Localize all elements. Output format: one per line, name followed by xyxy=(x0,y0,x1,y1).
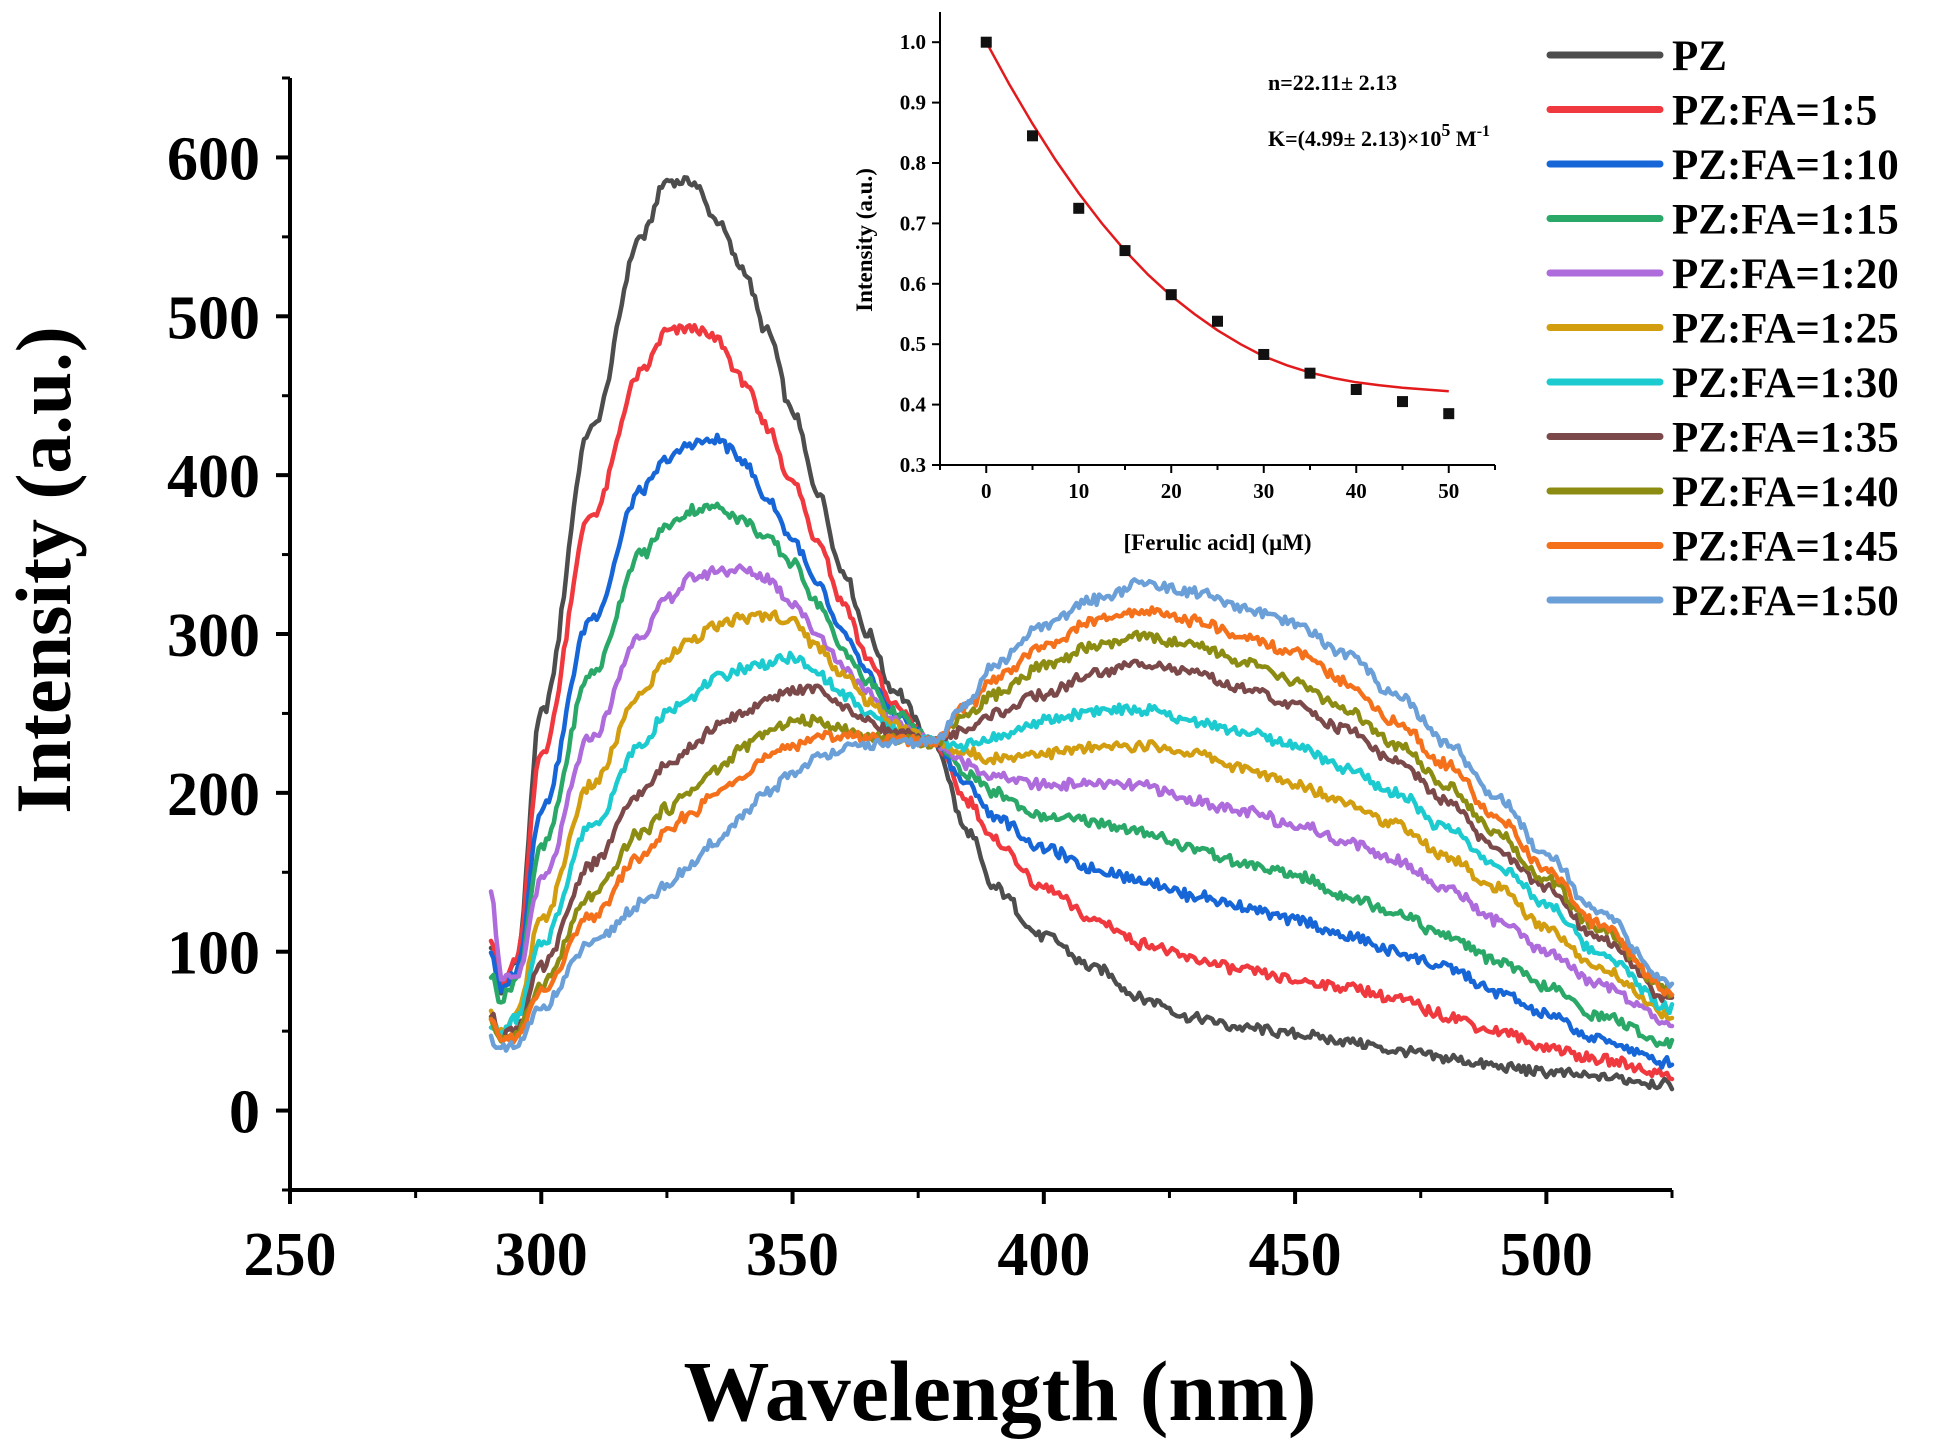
series-line-8 xyxy=(488,629,1675,1044)
legend-label: PZ:FA=1:10 xyxy=(1672,142,1899,189)
legend-item: PZ:FA=1:50 xyxy=(1546,578,1899,625)
inset-y-tick-label: 0.8 xyxy=(900,151,926,175)
legend-item: PZ:FA=1:45 xyxy=(1546,524,1899,571)
legend-item: PZ:FA=1:30 xyxy=(1546,360,1899,407)
legend-item: PZ:FA=1:20 xyxy=(1546,251,1899,298)
inset-y-tick-label: 0.6 xyxy=(900,272,926,296)
inset-fit-line xyxy=(985,41,1449,393)
inset-y-tick-label: 0.4 xyxy=(900,393,927,417)
inset-y-axis-title: Intensity (a.u.) xyxy=(852,168,877,312)
legend-item: PZ:FA=1:5 xyxy=(1546,88,1877,135)
inset-y-tick-label: 0.9 xyxy=(900,91,926,115)
inset-y-tick-label: 0.3 xyxy=(900,453,926,477)
inset-x-tick-label: 0 xyxy=(981,479,992,503)
inset-data-point xyxy=(1304,367,1316,379)
x-tick-label: 300 xyxy=(495,1221,588,1289)
legend-label: PZ:FA=1:50 xyxy=(1672,578,1899,625)
legend-label: PZ:FA=1:20 xyxy=(1672,251,1899,298)
y-axis-title: Intensity (a.u.) xyxy=(0,326,87,814)
series-line-0 xyxy=(488,175,1675,1092)
y-tick-label: 200 xyxy=(167,761,260,829)
legend-label: PZ:FA=1:25 xyxy=(1672,306,1899,353)
k-unit-exponent: -1 xyxy=(1477,123,1490,140)
y-tick-label: 500 xyxy=(167,284,260,352)
x-axis-title: Wavelength (nm) xyxy=(683,1343,1316,1439)
inset-data-point xyxy=(1212,315,1223,327)
legend-label: PZ xyxy=(1672,33,1727,80)
inset-x-tick-label: 20 xyxy=(1161,479,1182,503)
y-tick-label: 100 xyxy=(167,920,260,988)
legend-label: PZ:FA=1:5 xyxy=(1672,88,1877,135)
series-line-10 xyxy=(488,577,1675,1053)
inset-annotation-k: K=(4.99± 2.13)×105 M-1 xyxy=(1268,120,1490,151)
legend-label: PZ:FA=1:45 xyxy=(1672,524,1899,571)
series-line-4 xyxy=(488,563,1675,1029)
inset-plot: 0.3 0.4 0.5 0.6 0.7 0.8 0.9 1.0 0 10 20 30 40 50 [Feru… xyxy=(852,12,1496,555)
x-tick-label: 350 xyxy=(746,1221,839,1289)
legend-item: PZ:FA=1:35 xyxy=(1546,415,1899,462)
inset-data-point xyxy=(1073,202,1085,214)
inset-y-tick-label: 0.5 xyxy=(900,332,926,356)
k-prefix: K=(4.99± 2.13)×10 xyxy=(1268,126,1441,151)
x-tick-label: 400 xyxy=(997,1221,1090,1289)
k-exponent: 5 xyxy=(1441,120,1450,140)
series-line-9 xyxy=(488,605,1675,1045)
inset-x-tick-label: 30 xyxy=(1253,479,1274,503)
inset-y-tick-label: 0.7 xyxy=(900,211,926,235)
series-line-5 xyxy=(488,609,1675,1038)
inset-data-point xyxy=(1027,130,1038,142)
inset-data-point xyxy=(1258,348,1270,360)
inset-data-point xyxy=(1397,396,1408,408)
series-line-1 xyxy=(488,322,1675,1082)
series-line-2 xyxy=(488,432,1675,1070)
legend-label: PZ:FA=1:35 xyxy=(1672,415,1899,462)
y-tick-label: 300 xyxy=(167,602,260,670)
y-tick-label: 0 xyxy=(229,1079,260,1147)
inset-x-tick-label: 40 xyxy=(1346,479,1367,503)
series-line-3 xyxy=(488,501,1675,1050)
inset-background xyxy=(940,12,1495,465)
legend-label: PZ:FA=1:30 xyxy=(1672,360,1899,407)
series-lines xyxy=(488,175,1675,1092)
legend-item: PZ:FA=1:10 xyxy=(1546,142,1899,189)
legend-item: PZ xyxy=(1546,33,1727,80)
x-tick-label: 500 xyxy=(1500,1221,1593,1289)
k-unit: M xyxy=(1450,126,1477,151)
series-line-7 xyxy=(488,658,1675,1042)
inset-x-axis-title: [Ferulic acid] (μM) xyxy=(1123,530,1311,555)
inset-y-tick-label: 1.0 xyxy=(900,30,926,54)
x-tick-label: 450 xyxy=(1249,1221,1342,1289)
legend-item: PZ:FA=1:15 xyxy=(1546,197,1899,244)
legend: PZ PZ:FA=1:5 PZ:FA=1:10 PZ:FA=1:15 PZ:FA=1:2… xyxy=(1546,33,1899,625)
y-tick-label: 400 xyxy=(167,443,260,511)
inset-x-tick-label: 50 xyxy=(1438,479,1459,503)
inset-data-point xyxy=(980,36,992,48)
inset-data-point xyxy=(1350,384,1362,395)
legend-item: PZ:FA=1:25 xyxy=(1546,306,1899,353)
legend-label: PZ:FA=1:40 xyxy=(1672,469,1899,516)
inset-data-point xyxy=(1119,245,1131,257)
y-tick-label: 600 xyxy=(167,125,260,193)
series-line-6 xyxy=(488,650,1675,1036)
inset-annotation-n: n=22.11± 2.13 xyxy=(1268,70,1397,95)
x-tick-label: 250 xyxy=(244,1221,337,1289)
legend-label: PZ:FA=1:15 xyxy=(1672,197,1899,244)
inset-data-point xyxy=(1165,289,1177,301)
inset-x-tick-label: 10 xyxy=(1068,479,1089,503)
legend-item: PZ:FA=1:40 xyxy=(1546,469,1899,516)
inset-data-point xyxy=(1443,408,1455,420)
